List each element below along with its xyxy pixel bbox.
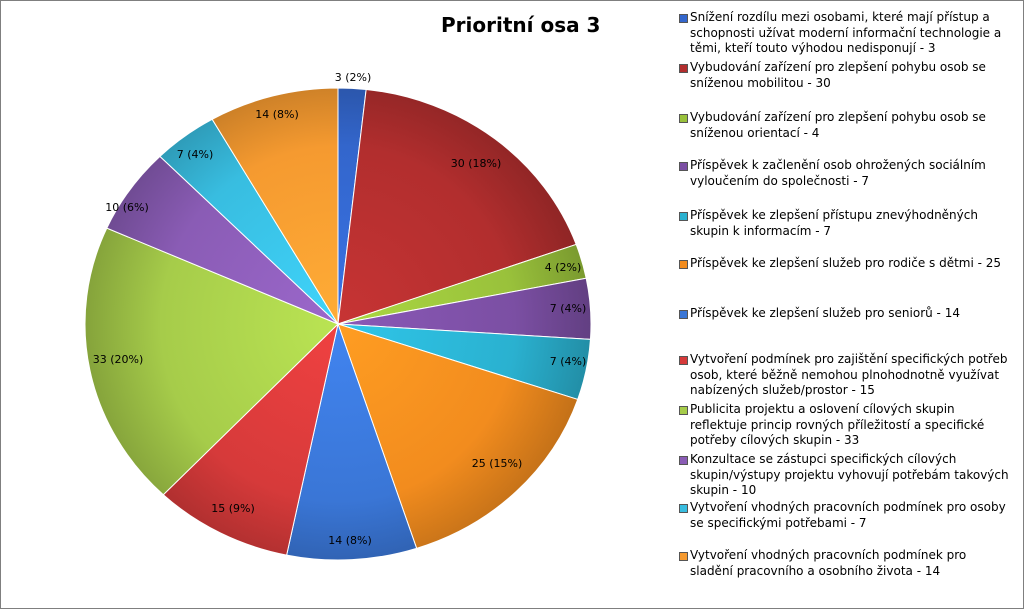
data-label: 14 (8%) <box>328 534 372 547</box>
legend-label: Vytvoření vhodných pracovních podmínek p… <box>690 500 1006 530</box>
legend-label: Konzultace se zástupci specifických cílo… <box>690 452 1009 497</box>
legend-label: Příspěvek ke zlepšení přístupu znevýhodn… <box>690 208 978 238</box>
legend-swatch <box>679 310 688 319</box>
legend-label: Vybudování zařízení pro zlepšení pohybu … <box>690 60 986 90</box>
pie-slice <box>286 322 418 561</box>
legend-label: Vytvoření podmínek pro zajištění specifi… <box>690 352 1008 397</box>
legend-swatch <box>679 212 688 221</box>
legend-swatch <box>679 356 688 365</box>
legend-swatch <box>679 552 688 561</box>
legend-swatch <box>679 162 688 171</box>
legend-label: Vytvoření vhodných pracovních podmínek p… <box>690 548 967 578</box>
pie-slice <box>337 88 577 325</box>
pie-slice <box>337 323 579 549</box>
legend-swatch <box>679 114 688 123</box>
pie-slice <box>84 227 339 496</box>
data-label: 7 (4%) <box>550 302 587 315</box>
data-label: 30 (18%) <box>451 157 502 170</box>
chart-title: Prioritní osa 3 <box>441 13 601 37</box>
data-label: 33 (20%) <box>93 353 144 366</box>
legend-swatch <box>679 504 688 513</box>
legend-label: Příspěvek k začlenění osob ohrožených so… <box>690 158 986 188</box>
legend-label: Snížení rozdílu mezi osobami, které mají… <box>690 10 1002 55</box>
legend-label: Vybudování zařízení pro zlepšení pohybu … <box>690 110 986 140</box>
legend-swatch <box>679 64 688 73</box>
legend-label: Příspěvek ke zlepšení služeb pro rodiče … <box>690 256 1002 270</box>
data-label: 7 (4%) <box>550 355 587 368</box>
pie-slice <box>211 87 339 326</box>
legend-label: Příspěvek ke zlepšení služeb pro seniorů… <box>690 306 960 320</box>
pie-slice <box>162 322 339 556</box>
data-label: 4 (2%) <box>545 261 582 274</box>
data-label: 10 (6%) <box>105 201 149 214</box>
data-label: 14 (8%) <box>255 108 299 121</box>
data-label: 3 (2%) <box>335 71 372 84</box>
legend-swatch <box>679 456 688 465</box>
data-label: 15 (9%) <box>211 502 255 515</box>
data-label: 25 (15%) <box>472 457 523 470</box>
legend-swatch <box>679 14 688 23</box>
legend-label: Publicita projektu a oslovení cílových s… <box>690 402 985 447</box>
data-label: 7 (4%) <box>177 148 214 161</box>
legend-swatch <box>679 260 688 269</box>
legend-swatch <box>679 406 688 415</box>
